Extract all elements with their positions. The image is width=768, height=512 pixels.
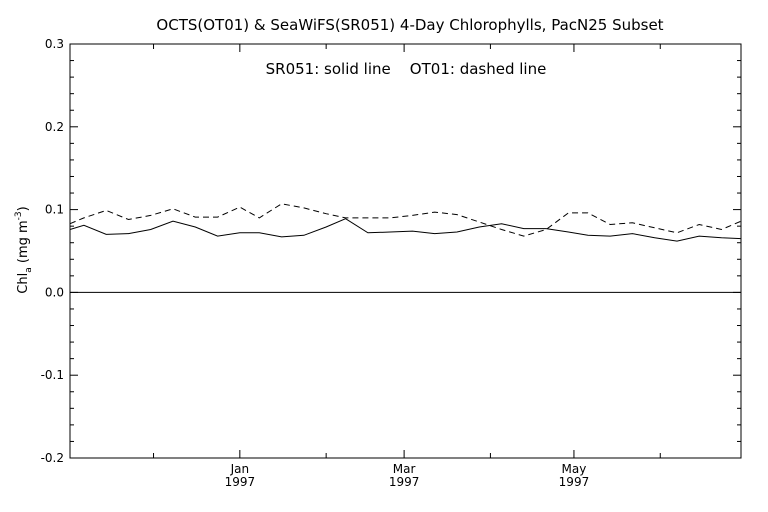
y-label-main: Chl bbox=[16, 273, 31, 294]
y-label-close: ) bbox=[16, 206, 31, 211]
y-tick-label: 0.3 bbox=[45, 37, 64, 51]
y-label-sub: a bbox=[24, 267, 34, 273]
y-tick-label: 0.1 bbox=[45, 203, 64, 217]
chart-title: OCTS(OT01) & SeaWiFS(SR051) 4-Day Chloro… bbox=[156, 16, 663, 34]
chart-annotation: SR051: solid line OT01: dashed line bbox=[266, 60, 547, 78]
y-axis-label: Chla (mg m-3) bbox=[14, 206, 34, 293]
y-tick-label: -0.1 bbox=[41, 368, 64, 382]
y-tick-label: -0.2 bbox=[41, 451, 64, 465]
x-tick-label-year: 1997 bbox=[559, 475, 590, 489]
series-line-ot01 bbox=[69, 203, 742, 237]
x-tick-label-month: May bbox=[562, 462, 587, 476]
y-tick-label: 0.2 bbox=[45, 120, 64, 134]
y-label-unit: (mg m bbox=[16, 220, 31, 263]
x-tick-label-year: 1997 bbox=[389, 475, 420, 489]
x-tick-label-year: 1997 bbox=[225, 475, 256, 489]
x-tick-label-month: Jan bbox=[230, 462, 250, 476]
svg-text:Chla (mg m-3): Chla (mg m-3) bbox=[14, 206, 34, 293]
series-line-sr051 bbox=[69, 218, 742, 242]
plot-frame bbox=[69, 43, 742, 459]
y-label-sup: -3 bbox=[14, 211, 24, 220]
plot-area: 0.30.20.10.0-0.1-0.2Jan1997Mar1997May199… bbox=[41, 37, 742, 489]
x-tick-label-month: Mar bbox=[393, 462, 416, 476]
y-tick-label: 0.0 bbox=[45, 285, 64, 299]
